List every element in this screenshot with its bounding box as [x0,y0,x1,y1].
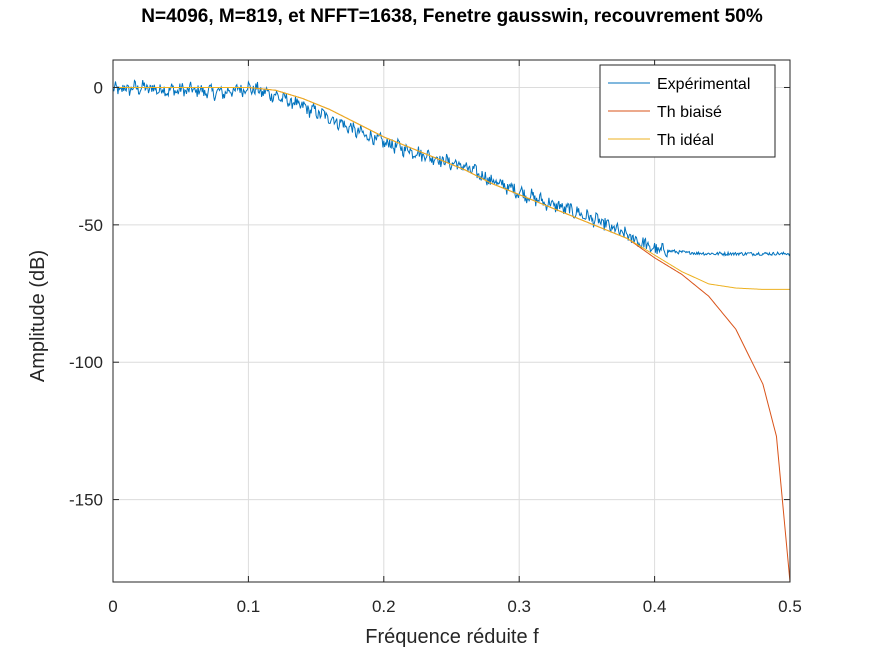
series-lines [113,79,790,582]
tick-labels: 0 0.1 0.2 0.3 0.4 0.5 0 -50 -100 -150 [69,78,802,616]
legend-label-0: Expérimental [657,76,750,93]
legend-label-1: Th biaisé [657,104,722,121]
x-tick-label: 0.2 [372,597,396,616]
plot-frame [112,59,791,583]
y-tick-label: -100 [69,353,103,372]
legend-label-2: Th idéal [657,132,714,149]
legend: Expérimental Th biaisé Th idéal [599,64,776,158]
y-tick-label: -150 [69,491,103,510]
x-tick-label: 0.1 [237,597,261,616]
y-tick-label: 0 [94,78,103,97]
x-tick-label: 0 [108,597,117,616]
series-line-0 [113,79,790,258]
chart-title: N=4096, M=819, et NFFT=1638, Fenetre gau… [141,6,763,27]
x-tick-label: 0.3 [507,597,531,616]
y-axis-label: Amplitude (dB) [27,250,49,382]
x-tick-label: 0.4 [643,597,667,616]
x-axis-label: Fréquence réduite f [365,626,539,648]
y-tick-label: -50 [78,216,103,235]
x-tick-label: 0.5 [778,597,802,616]
series-line-2 [113,86,790,290]
